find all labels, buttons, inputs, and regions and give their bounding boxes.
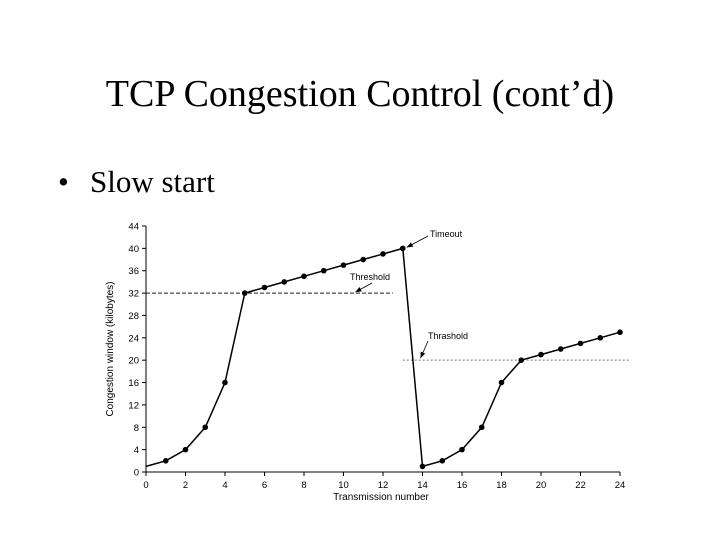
- data-point: [459, 446, 465, 453]
- chart-axes: 0 2 4 6 8 10 12 14 16 18 20 22 240481216202428323640…: [105, 222, 625, 504]
- data-point: [320, 267, 327, 274]
- x-axis-title: Transmission number: [333, 492, 429, 503]
- bullet-item: • Slow start: [58, 164, 215, 200]
- data-point: [498, 379, 505, 386]
- x-tick-label: 14: [417, 480, 428, 491]
- y-tick-label: 8: [134, 423, 139, 434]
- x-tick-label: 8: [301, 480, 306, 491]
- annotation-label: Thrashold: [428, 331, 468, 341]
- x-tick-label: 18: [496, 480, 507, 491]
- x-tick-label: 10: [338, 480, 349, 491]
- bullet-dot: •: [58, 164, 69, 199]
- y-tick-label: 12: [128, 400, 139, 411]
- y-tick-label: 28: [128, 311, 139, 322]
- data-point: [577, 340, 584, 347]
- chart-threshold-lines: [146, 292, 630, 361]
- data-point: [597, 335, 604, 341]
- y-tick-label: 36: [128, 266, 139, 277]
- x-tick-label: 12: [378, 480, 389, 491]
- slide-title: TCP Congestion Control (cont’d): [105, 73, 615, 115]
- data-point: [340, 262, 347, 268]
- data-point: [419, 463, 426, 470]
- chart-series: [145, 245, 623, 470]
- data-point: [380, 251, 386, 257]
- y-tick-label: 24: [128, 333, 139, 344]
- y-tick-label: 32: [128, 289, 139, 300]
- x-tick-label: 0: [143, 480, 148, 491]
- chart-annotations: Timeout Threshold Thrashold: [350, 229, 468, 359]
- y-tick-label: 4: [134, 445, 139, 456]
- data-point: [202, 424, 209, 431]
- annotation-arrowhead: [406, 242, 414, 248]
- annotation-label: Timeout: [430, 229, 463, 239]
- x-tick-label: 22: [575, 480, 586, 491]
- y-tick-label: 0: [134, 468, 139, 479]
- data-point: [478, 424, 485, 431]
- data-point: [301, 273, 307, 280]
- data-point: [281, 279, 288, 285]
- data-point: [439, 458, 446, 464]
- x-tick-label: 16: [457, 480, 468, 491]
- annotation-label: Threshold: [350, 272, 390, 282]
- data-point: [241, 290, 248, 296]
- y-tick-label: 44: [128, 222, 139, 233]
- annotation-arrowhead: [420, 351, 426, 359]
- x-tick-label: 20: [536, 480, 547, 491]
- data-point: [261, 284, 268, 291]
- x-tick-label: 24: [615, 480, 626, 491]
- data-point: [617, 329, 623, 336]
- data-point: [182, 446, 189, 453]
- data-point: [557, 346, 564, 352]
- bullet-text: Slow start: [90, 164, 215, 199]
- x-tick-label: 4: [222, 480, 227, 491]
- x-tick-label: 2: [183, 480, 188, 491]
- data-point: [222, 379, 228, 386]
- data-point: [538, 351, 544, 358]
- y-tick-label: 40: [128, 244, 139, 255]
- data-point: [518, 357, 525, 363]
- data-point: [162, 458, 169, 464]
- x-tick-label: 6: [262, 480, 267, 491]
- y-axis-title: Congestion window (kilobytes): [105, 281, 116, 416]
- data-point: [360, 256, 367, 263]
- y-tick-label: 20: [128, 356, 139, 367]
- annotation-arrowhead: [355, 287, 362, 293]
- y-tick-label: 16: [128, 378, 139, 389]
- data-point: [399, 245, 406, 252]
